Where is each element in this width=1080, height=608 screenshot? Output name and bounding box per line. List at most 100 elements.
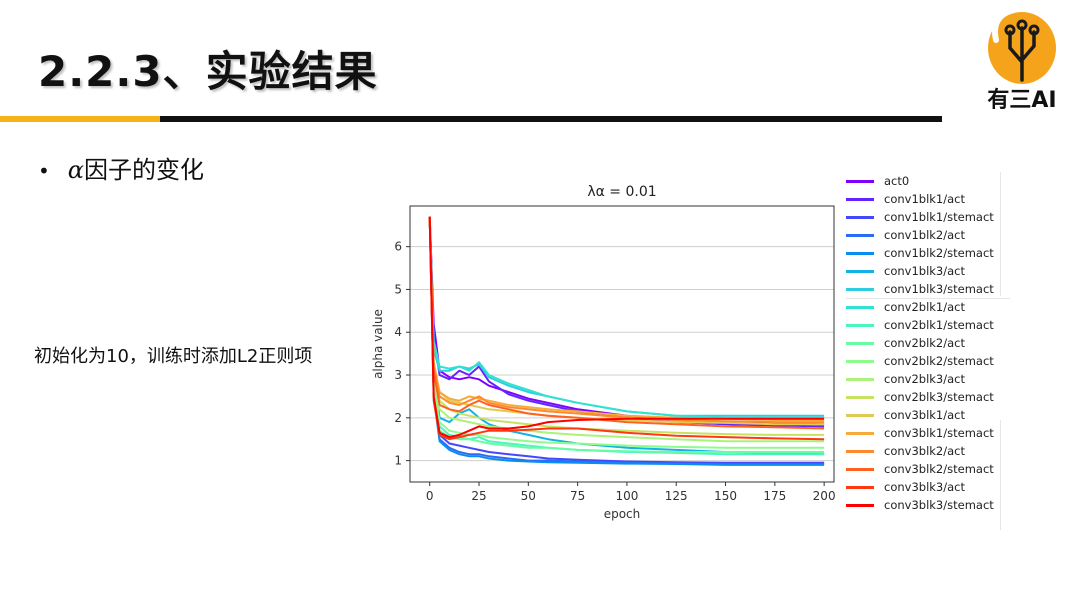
legend-label: conv3blk1/stemact — [884, 426, 994, 440]
series-line — [428, 216, 825, 424]
bullet-text: 因子的变化 — [84, 156, 205, 184]
legend-swatch — [846, 287, 874, 291]
legend-label: act0 — [884, 174, 910, 188]
x-tick-label: 200 — [813, 489, 836, 503]
legend-item: conv1blk3/stemact — [846, 280, 994, 298]
plot-frame — [409, 205, 835, 483]
series-line — [428, 216, 825, 436]
bullet-dot-icon: • — [38, 159, 50, 183]
legend-item: conv2blk1/stemact — [846, 316, 994, 334]
y-tick-label: 4 — [394, 325, 402, 339]
logo-text: 有三AI — [987, 88, 1057, 113]
series-line — [428, 216, 825, 456]
legend-frame — [846, 298, 1010, 299]
x-tick-label: 25 — [471, 489, 486, 503]
slide-title: 2.2.3、实验结果 — [38, 47, 378, 96]
legend-swatch — [846, 269, 874, 273]
legend-item: conv3blk3/act — [846, 478, 965, 496]
x-tick-label: 50 — [521, 489, 536, 503]
legend-swatch — [846, 341, 874, 345]
y-tick-label: 2 — [394, 411, 402, 425]
legend-label: conv1blk2/act — [884, 228, 965, 242]
x-tick-label: 175 — [763, 489, 786, 503]
legend-label: conv2blk1/stemact — [884, 318, 994, 332]
series-line — [428, 216, 825, 426]
y-tick-label: 5 — [394, 282, 402, 296]
legend-item: conv3blk1/act — [846, 406, 965, 424]
legend-label: conv2blk1/act — [884, 300, 965, 314]
legend-swatch — [846, 179, 874, 183]
legend-item: conv2blk3/act — [846, 370, 965, 388]
series-line — [428, 216, 825, 426]
bullet-item: • α因子的变化 — [38, 150, 204, 185]
series-line — [428, 216, 825, 421]
x-tick-label: 125 — [665, 489, 688, 503]
legend-swatch — [846, 323, 874, 327]
legend-item: conv3blk2/act — [846, 442, 965, 460]
series-line — [428, 216, 825, 441]
series-line — [428, 216, 825, 466]
legend-label: conv1blk1/stemact — [884, 210, 994, 224]
legend-item: conv3blk1/stemact — [846, 424, 994, 442]
legend-swatch — [846, 467, 874, 471]
series-line — [428, 216, 825, 449]
legend-label: conv1blk2/stemact — [884, 246, 994, 260]
legend-label: conv3blk3/act — [884, 480, 965, 494]
legend-swatch — [846, 233, 874, 237]
series-line — [428, 216, 825, 464]
legend-item: conv3blk3/stemact — [846, 496, 994, 514]
legend-label: conv2blk3/act — [884, 372, 965, 386]
title-underline-accent — [0, 116, 160, 122]
legend-swatch — [846, 305, 874, 309]
legend-swatch — [846, 449, 874, 453]
series-line — [428, 216, 825, 443]
legend-item: conv1blk1/stemact — [846, 208, 994, 226]
legend-label: conv1blk1/act — [884, 192, 965, 206]
legend-label: conv1blk3/act — [884, 264, 965, 278]
chart-title: λα = 0.01 — [587, 184, 656, 200]
legend-label: conv3blk1/act — [884, 408, 965, 422]
legend-swatch — [846, 251, 874, 255]
series-line — [428, 216, 825, 430]
legend-label: conv3blk2/stemact — [884, 462, 994, 476]
legend-item: conv3blk2/stemact — [846, 460, 994, 478]
logo-icon — [988, 11, 1056, 84]
legend-item: conv1blk3/act — [846, 262, 965, 280]
legend-swatch — [846, 485, 874, 489]
series-line — [428, 216, 825, 453]
legend-swatch — [846, 431, 874, 435]
y-tick-label: 3 — [394, 368, 402, 382]
title-underline — [160, 116, 942, 122]
x-tick-label: 0 — [426, 489, 434, 503]
legend-label: conv3blk3/stemact — [884, 498, 994, 512]
legend-swatch — [846, 197, 874, 201]
legend-item: conv2blk3/stemact — [846, 388, 994, 406]
series-line — [428, 216, 825, 419]
x-tick-label: 75 — [570, 489, 585, 503]
legend-item: conv2blk1/act — [846, 298, 965, 316]
legend-frame — [1000, 172, 1001, 296]
legend-frame — [1000, 420, 1001, 530]
y-axis-label: alpha value — [371, 309, 385, 379]
legend-swatch — [846, 395, 874, 399]
x-axis-label: epoch — [604, 507, 641, 521]
legend-swatch — [846, 215, 874, 219]
legend-label: conv1blk3/stemact — [884, 282, 994, 296]
legend-label: conv2blk2/stemact — [884, 354, 994, 368]
legend-swatch — [846, 503, 874, 507]
legend-swatch — [846, 359, 874, 363]
legend-label: conv2blk2/act — [884, 336, 965, 350]
alpha-symbol: α — [67, 156, 85, 184]
legend-label: conv3blk2/act — [884, 444, 965, 458]
legend-item: act0 — [846, 172, 909, 190]
x-tick-label: 100 — [615, 489, 638, 503]
chart-legend: act0 conv1blk1/act conv1blk1/stemact conv1b… — [846, 172, 1010, 532]
legend-item: conv2blk2/stemact — [846, 352, 994, 370]
legend-swatch — [846, 377, 874, 381]
legend-item: conv2blk2/act — [846, 334, 965, 352]
legend-item: conv1blk2/stemact — [846, 244, 994, 262]
legend-swatch — [846, 413, 874, 417]
y-tick-label: 6 — [394, 240, 402, 254]
legend-label: conv2blk3/stemact — [884, 390, 994, 404]
side-note: 初始化为10，训练时添加L2正则项 — [34, 346, 313, 367]
